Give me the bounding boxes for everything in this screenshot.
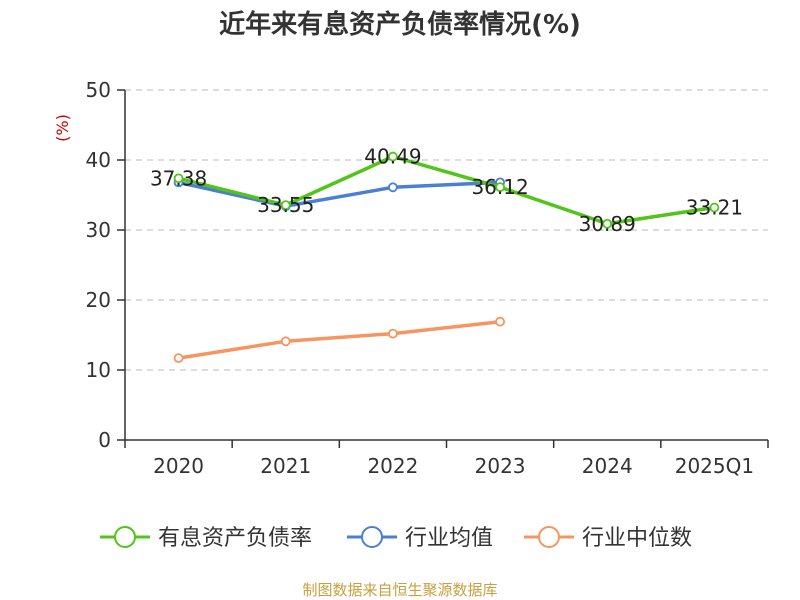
series-line: [178, 319, 501, 360]
legend-label: 有息资产负债率: [158, 526, 312, 551]
series-0: [173, 151, 720, 229]
y-tick-label: 10: [86, 358, 111, 382]
legend-item[interactable]: 行业均值: [347, 526, 493, 551]
y-tick-label: 50: [86, 78, 111, 102]
legend-circle-icon: [538, 526, 560, 548]
grid: [125, 89, 768, 371]
data-label: 33.55: [257, 193, 314, 217]
data-point[interactable]: [602, 218, 613, 229]
x-tick-label: 2021: [260, 454, 311, 478]
legend-item[interactable]: 有息资产负债率: [100, 526, 312, 551]
data-labels: 37.38 33.55 40.49 36.12 30.89 33.21: [150, 145, 743, 236]
data-label: 40.49: [364, 145, 421, 169]
y-tick-label: 30: [86, 218, 111, 242]
data-label: 30.89: [579, 212, 636, 236]
data-point[interactable]: [495, 182, 505, 193]
data-point[interactable]: [280, 200, 291, 211]
x-tick-label: 2024: [582, 454, 633, 478]
legend[interactable]: 有息资产负债率 行业均值 行业中位数: [100, 526, 692, 551]
series-1: [173, 177, 505, 212]
y-tick-label: 20: [86, 288, 111, 312]
x-tick-label: 2023: [475, 454, 526, 478]
data-label: 37.38: [150, 166, 207, 190]
data-point[interactable]: [388, 182, 398, 193]
source-note: 制图数据来自恒生聚源数据库: [302, 581, 497, 599]
x-tick-label: 2022: [367, 454, 418, 478]
series-line: [178, 154, 715, 226]
y-axis-unit-label: (%): [53, 114, 72, 142]
data-point[interactable]: [173, 353, 184, 364]
chart-title: 近年来有息资产负债率情况(%): [219, 9, 581, 40]
data-point[interactable]: [388, 328, 398, 339]
data-point[interactable]: [173, 173, 184, 184]
x-tick-label: 2025Q1: [675, 454, 754, 478]
legend-label: 行业均值: [405, 526, 493, 551]
series-2: [173, 316, 505, 364]
legend-circle-icon: [114, 526, 136, 548]
y-tick-label: 40: [86, 148, 111, 172]
x-tick-label: 2020: [153, 454, 204, 478]
data-point[interactable]: [388, 151, 398, 162]
legend-label: 行业中位数: [582, 526, 692, 551]
data-point[interactable]: [709, 202, 720, 213]
legend-item[interactable]: 行业中位数: [524, 526, 692, 551]
data-label: 33.21: [686, 196, 743, 220]
axes: 0 10 20 30 40 50 2020 2021 2022 2023 2024 2025Q1: [86, 78, 769, 478]
data-point[interactable]: [280, 336, 291, 347]
data-label: 36.12: [471, 175, 528, 199]
y-tick-label: 0: [98, 428, 111, 452]
series: [173, 151, 720, 364]
legend-circle-icon: [361, 526, 383, 548]
series-line: [178, 180, 501, 208]
data-point[interactable]: [495, 316, 505, 327]
